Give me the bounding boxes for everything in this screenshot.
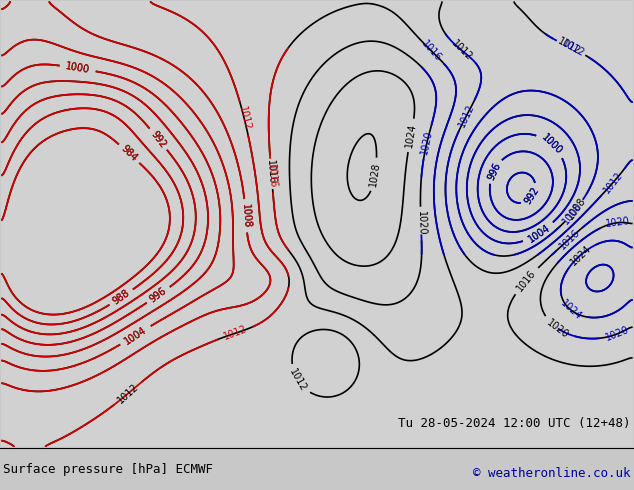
Text: 1012: 1012 — [236, 105, 252, 132]
Text: 992: 992 — [523, 185, 541, 206]
Text: 1008: 1008 — [560, 201, 584, 226]
Text: 1008: 1008 — [240, 203, 252, 228]
Text: 988: 988 — [111, 288, 132, 307]
Text: 1012: 1012 — [287, 367, 308, 393]
Text: 1000: 1000 — [540, 132, 564, 156]
Text: 1020: 1020 — [605, 216, 630, 229]
Text: 1004: 1004 — [526, 222, 552, 245]
Text: 1012: 1012 — [457, 102, 476, 128]
Text: 1012: 1012 — [560, 38, 586, 59]
Text: 996: 996 — [148, 286, 169, 305]
Text: 1024: 1024 — [404, 122, 418, 148]
Text: 1000: 1000 — [65, 61, 91, 75]
Text: 1004: 1004 — [526, 222, 552, 245]
Text: 1024: 1024 — [568, 243, 593, 267]
Text: 1020: 1020 — [604, 324, 631, 343]
Text: 996: 996 — [486, 161, 502, 182]
Text: Surface pressure [hPa] ECMWF: Surface pressure [hPa] ECMWF — [3, 463, 213, 476]
Text: 1004: 1004 — [122, 324, 148, 346]
Text: 1024: 1024 — [558, 298, 583, 322]
Text: 992: 992 — [149, 129, 168, 149]
Text: 1012: 1012 — [602, 170, 625, 195]
Text: 1004: 1004 — [122, 324, 148, 346]
Text: 1020: 1020 — [415, 211, 426, 236]
Text: 1008: 1008 — [240, 203, 252, 228]
Text: 992: 992 — [149, 129, 168, 149]
Text: 1020: 1020 — [420, 129, 434, 155]
Text: 992: 992 — [523, 185, 541, 206]
Text: 1016: 1016 — [515, 268, 538, 293]
Text: 1016: 1016 — [266, 160, 277, 185]
Text: 1016: 1016 — [557, 227, 581, 251]
Text: 1028: 1028 — [368, 162, 382, 187]
Text: 1012: 1012 — [222, 324, 249, 343]
Text: © weatheronline.co.uk: © weatheronline.co.uk — [474, 467, 631, 480]
Text: 996: 996 — [148, 286, 169, 305]
Text: 1016: 1016 — [266, 163, 278, 188]
Text: 1000: 1000 — [540, 132, 564, 156]
Text: 984: 984 — [119, 144, 139, 164]
Text: 1000: 1000 — [65, 61, 91, 75]
Text: 1012: 1012 — [115, 381, 141, 405]
Text: 988: 988 — [111, 288, 132, 307]
Text: 1012: 1012 — [556, 36, 583, 57]
Text: 996: 996 — [486, 161, 502, 182]
Text: 1012: 1012 — [450, 38, 474, 63]
Text: 1008: 1008 — [566, 195, 588, 221]
Text: 984: 984 — [119, 144, 139, 164]
Text: 1016: 1016 — [420, 39, 443, 63]
Text: 1020: 1020 — [545, 317, 571, 340]
Text: Tu 28-05-2024 12:00 UTC (12+48): Tu 28-05-2024 12:00 UTC (12+48) — [398, 417, 631, 430]
